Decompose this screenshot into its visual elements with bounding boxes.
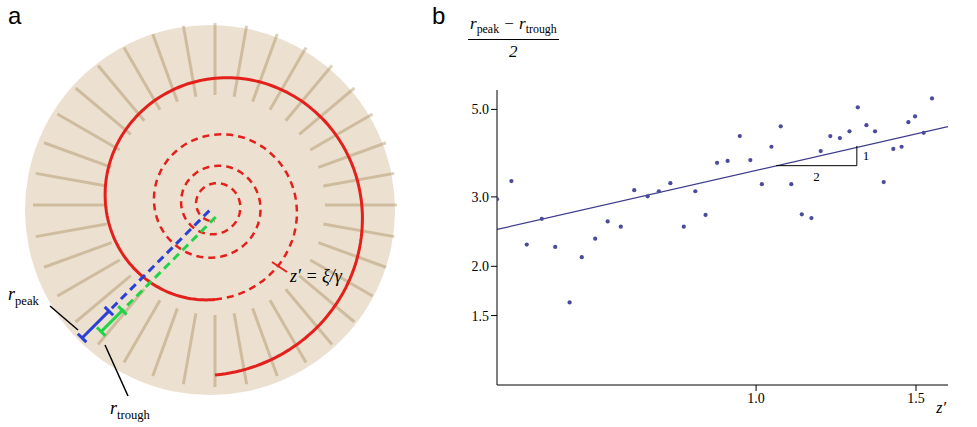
svg-text:1.5: 1.5: [907, 391, 925, 406]
html-text:b: b: [432, 2, 446, 29]
svg-text:1.0: 1.0: [747, 391, 765, 406]
svg-text:rtrough: rtrough: [110, 398, 151, 422]
svg-text:1: 1: [863, 148, 870, 163]
svg-text:1.5: 1.5: [472, 309, 490, 324]
svg-text:2: 2: [813, 169, 820, 184]
html-text:2: 2: [509, 42, 518, 62]
svg-text:rpeak: rpeak: [8, 284, 39, 308]
svg-text:a: a: [8, 2, 22, 29]
svg-text:2.0: 2.0: [472, 259, 490, 274]
svg-text:3.0: 3.0: [472, 190, 490, 205]
svg-text:z′ = ξ/γ: z′ = ξ/γ: [289, 266, 343, 286]
svg-text:5.0: 5.0: [472, 102, 490, 117]
html-text:rpeak− rtrough: rpeak− rtrough: [470, 14, 557, 37]
svg-text:z′: z′: [935, 399, 946, 416]
